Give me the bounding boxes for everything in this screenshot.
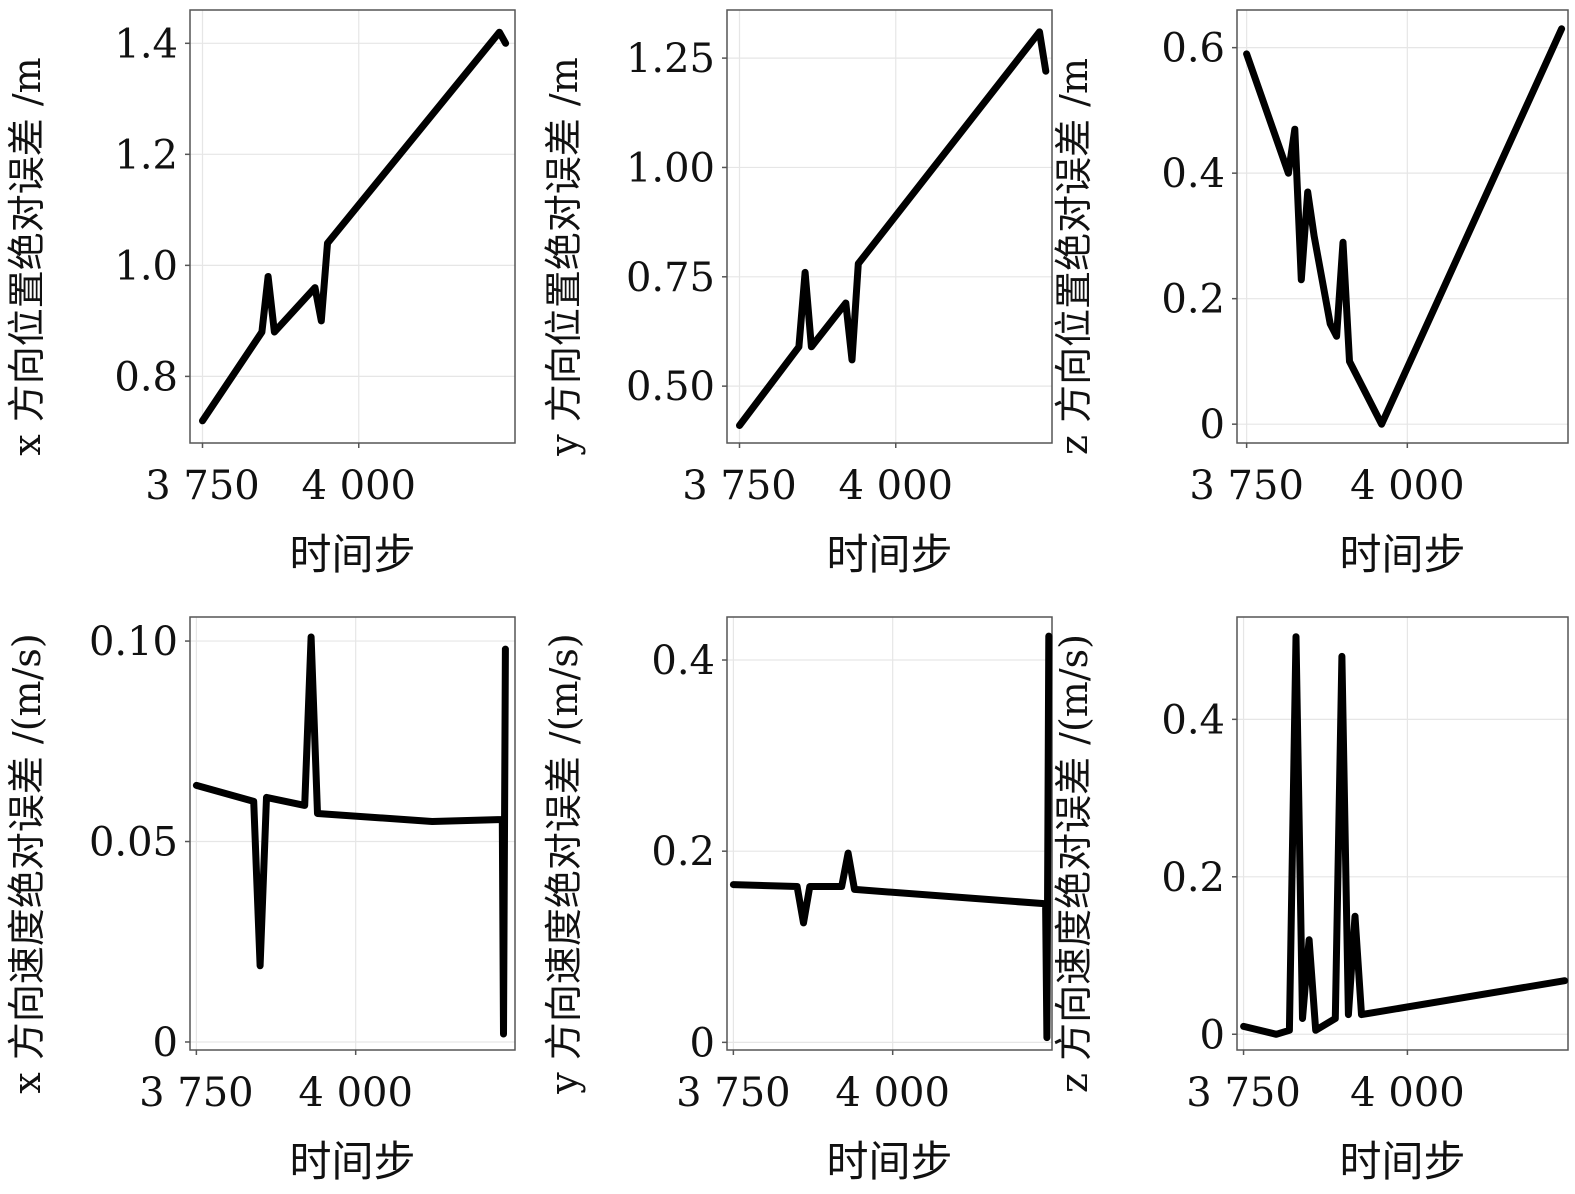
y-tick-label: 1.0 <box>114 243 178 289</box>
y-axis-label: x 方向速度绝对误差 /(m/s) <box>5 633 49 1093</box>
plot-frame <box>726 9 1053 444</box>
y-axis-label: z 方向位置绝对误差 /m <box>1052 58 1096 455</box>
y-tick-label: 0 <box>153 1020 178 1066</box>
x-tick-label: 3 750 <box>676 1070 791 1116</box>
x-tick-label: 3 750 <box>1186 1070 1301 1116</box>
y-axis-label: z 方向速度绝对误差 /(m/s) <box>1052 634 1096 1093</box>
y-axis-label: y 方向位置绝对误差 /m <box>542 57 586 456</box>
y-tick-label: 0.4 <box>651 638 715 684</box>
plot-frame <box>1236 616 1569 1051</box>
x-tick-label: 3 750 <box>139 1070 254 1116</box>
y-tick-label: 0 <box>690 1020 715 1066</box>
plot-frame <box>189 616 516 1051</box>
plot-frame <box>189 9 516 444</box>
y-tick-label: 0 <box>1200 402 1225 448</box>
y-axis-label: y 方向速度绝对误差 /(m/s) <box>542 633 586 1094</box>
chart-panel-5: 3 750 4 000 0 0.2 0.4 时间步 y 方向速度绝对误差 /(m/s) <box>542 616 1053 1186</box>
y-tick-label: 0.75 <box>626 255 715 301</box>
plot-frame <box>1236 9 1569 444</box>
y-tick-label: 0.50 <box>626 364 715 410</box>
x-tick-label: 4 000 <box>298 1070 413 1116</box>
y-tick-label: 0.2 <box>651 829 715 875</box>
series-line <box>199 28 510 425</box>
series-line <box>736 28 1050 429</box>
y-tick-label: 1.4 <box>114 21 178 67</box>
x-axis-label: 时间步 <box>289 530 415 579</box>
x-tick-label: 3 750 <box>145 463 260 509</box>
series-line <box>1243 25 1566 428</box>
x-tick-label: 4 000 <box>1350 1070 1465 1116</box>
x-tick-label: 3 750 <box>1189 463 1304 509</box>
x-tick-label: 4 000 <box>301 463 416 509</box>
chart-panel-2: 3 750 4 000 0.50 0.75 1.00 1.25 时间步 y 方向位置绝对误差 … <box>542 9 1053 579</box>
chart-panel-3: 3 750 4 000 0 0.2 0.4 0.6 时间步 z 方向位置绝对误差 /m <box>1052 9 1569 579</box>
y-tick-label: 0.8 <box>114 354 178 400</box>
x-tick-label: 4 000 <box>1350 463 1465 509</box>
y-tick-label: 0.2 <box>1161 855 1225 901</box>
y-tick-label: 0.2 <box>1161 277 1225 323</box>
series-line <box>729 632 1053 1042</box>
y-tick-label: 1.00 <box>626 145 715 191</box>
y-tick-label: 0.05 <box>89 820 178 866</box>
y-axis-label: x 方向位置绝对误差 /m <box>5 57 49 455</box>
series-line <box>192 633 509 1038</box>
x-axis-label: 时间步 <box>1339 530 1465 579</box>
y-tick-label: 0.6 <box>1161 26 1225 72</box>
x-axis-label: 时间步 <box>1339 1137 1465 1186</box>
series-line <box>1240 633 1569 1038</box>
chart-panel-1: 3 750 4 000 0.8 1.0 1.2 1.4 时间步 x 方向位置绝对误差 /m <box>5 9 516 579</box>
y-tick-label: 1.25 <box>626 36 715 82</box>
plot-frame <box>726 616 1053 1051</box>
y-tick-label: 0.4 <box>1161 697 1225 743</box>
chart-panel-4: 3 750 4 000 0 0.05 0.10 时间步 x 方向速度绝对误差 /(m/s) <box>5 616 516 1186</box>
chart-panel-6: 3 750 4 000 0 0.2 0.4 时间步 z 方向速度绝对误差 /(m/s) <box>1052 616 1569 1186</box>
x-axis-label: 时间步 <box>826 530 952 579</box>
y-tick-label: 0 <box>1200 1012 1225 1058</box>
y-tick-label: 0.10 <box>89 619 178 665</box>
y-tick-label: 0.4 <box>1161 151 1225 197</box>
x-axis-label: 时间步 <box>289 1137 415 1186</box>
x-tick-label: 4 000 <box>838 463 953 509</box>
y-tick-label: 1.2 <box>114 132 178 178</box>
x-tick-label: 4 000 <box>835 1070 950 1116</box>
x-tick-label: 3 750 <box>682 463 797 509</box>
x-axis-label: 时间步 <box>826 1137 952 1186</box>
